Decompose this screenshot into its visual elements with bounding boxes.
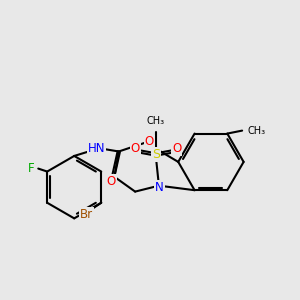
Text: N: N — [155, 181, 164, 194]
Text: HN: HN — [88, 142, 105, 155]
Text: O: O — [145, 136, 154, 148]
Text: O: O — [172, 142, 182, 155]
Text: CH₃: CH₃ — [247, 126, 265, 136]
Text: Br: Br — [80, 208, 93, 221]
Text: F: F — [28, 162, 34, 175]
Text: O: O — [130, 142, 140, 155]
Text: S: S — [152, 148, 160, 161]
Text: O: O — [107, 175, 116, 188]
Text: CH₃: CH₃ — [147, 116, 165, 126]
